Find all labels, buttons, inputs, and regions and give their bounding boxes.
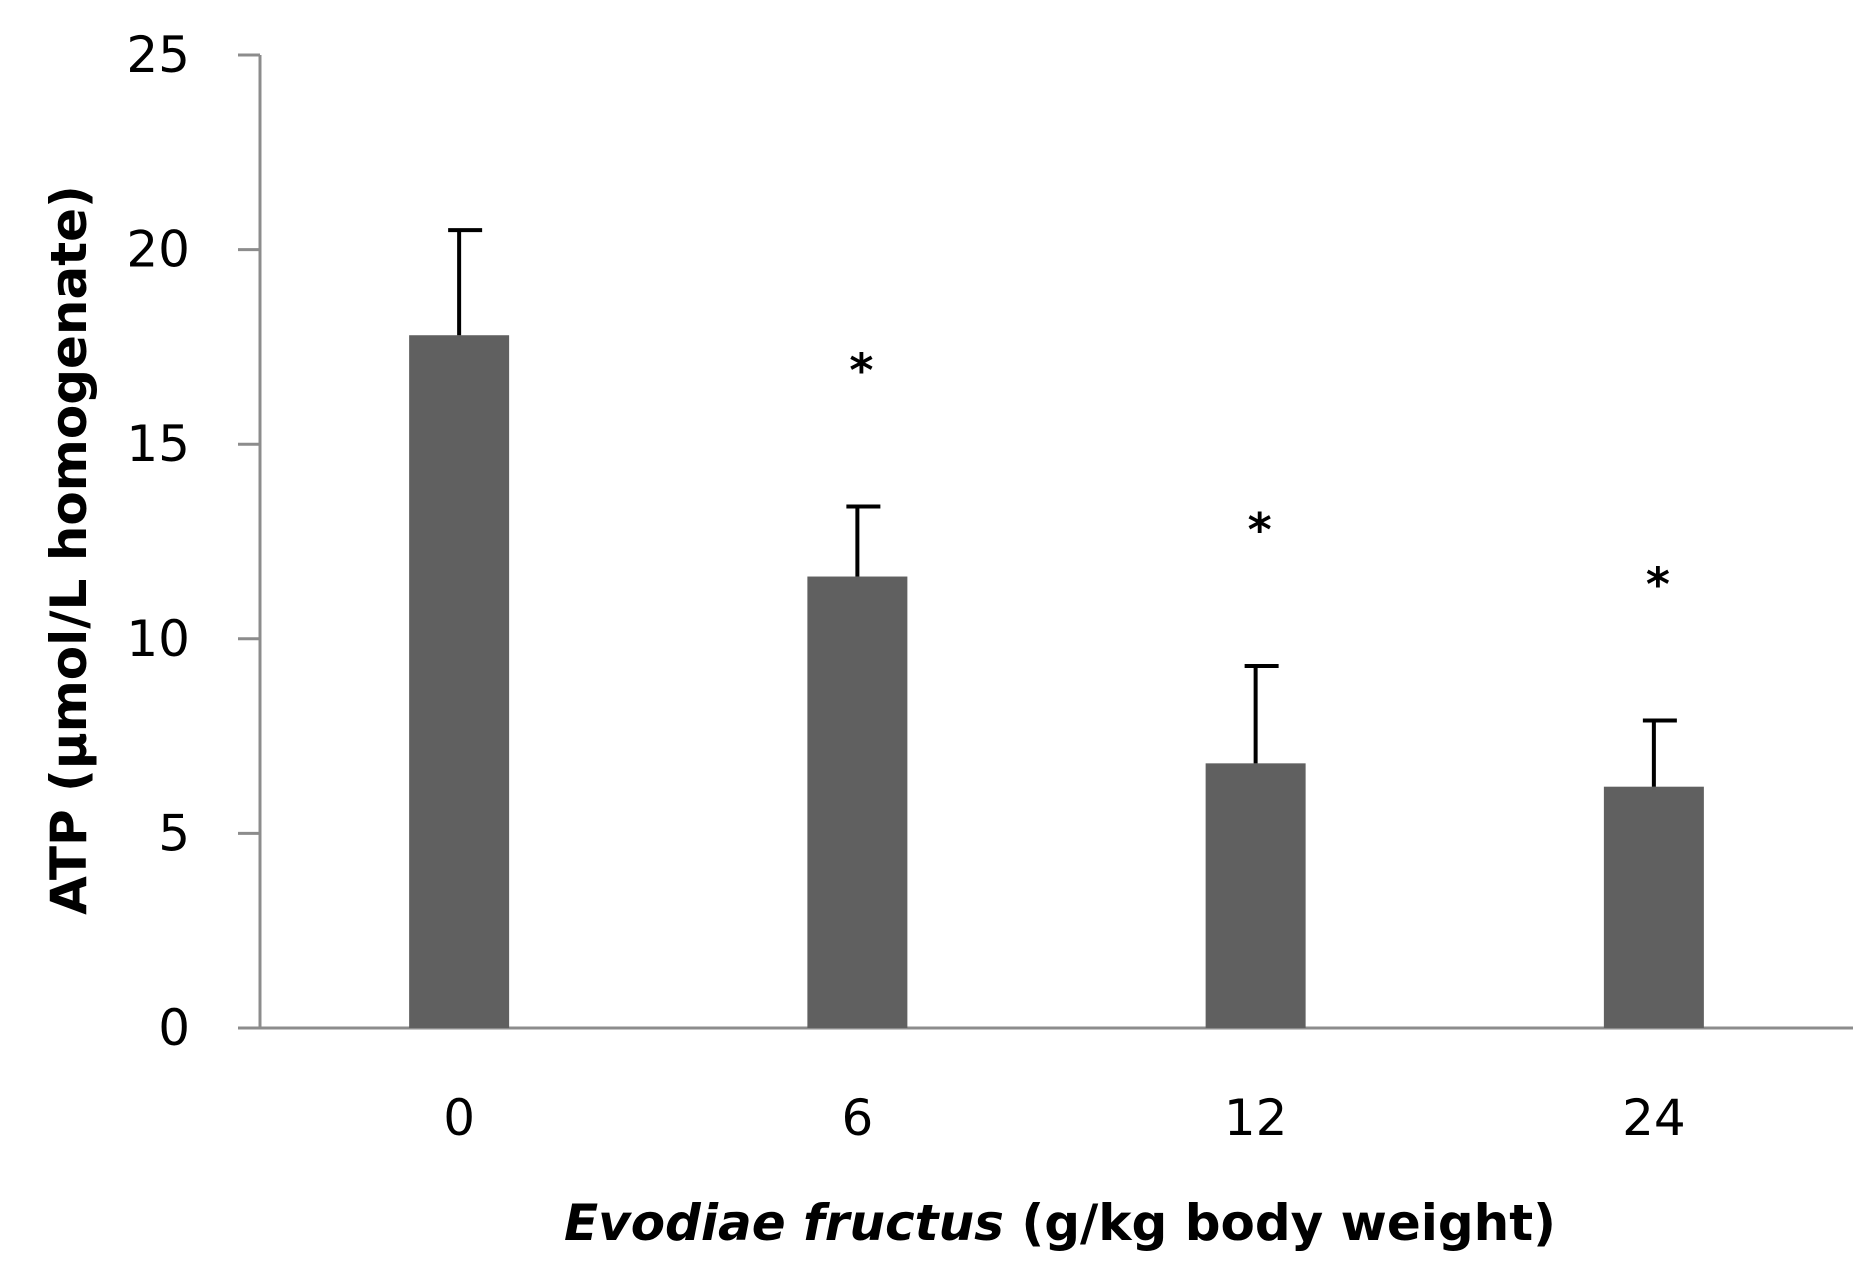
y-tick-label: 5 (158, 804, 190, 862)
x-tick-label: 0 (443, 1089, 475, 1147)
bar-24 (1603, 786, 1704, 1028)
y-tick-label: 0 (158, 999, 190, 1057)
significance-marker-6: * (849, 343, 873, 397)
y-tick-label: 25 (126, 26, 190, 84)
y-tick-label: 15 (126, 415, 190, 473)
y-axis-title: ATP (μmol/L homogenate) (40, 185, 98, 915)
plot-area: 0 5 10 15 20 25 0 * 6 * 12 * 24 (126, 26, 1853, 1147)
bar-6 (807, 576, 908, 1028)
significance-marker-12: * (1248, 503, 1272, 557)
x-tick-label: 6 (841, 1089, 873, 1147)
x-tick-label: 24 (1622, 1089, 1686, 1147)
significance-marker-24: * (1646, 558, 1670, 612)
x-axis-title-italic: Evodiae fructus (564, 1194, 1004, 1252)
bar-12 (1205, 763, 1306, 1028)
x-tick-label: 12 (1224, 1089, 1288, 1147)
y-tick-label: 20 (126, 221, 190, 279)
y-tick-label: 10 (126, 610, 190, 668)
bar-0 (409, 335, 510, 1028)
x-axis-title-rest: (g/kg body weight) (1004, 1194, 1556, 1252)
x-axis-title: Evodiae fructus (g/kg body weight) (564, 1194, 1556, 1252)
